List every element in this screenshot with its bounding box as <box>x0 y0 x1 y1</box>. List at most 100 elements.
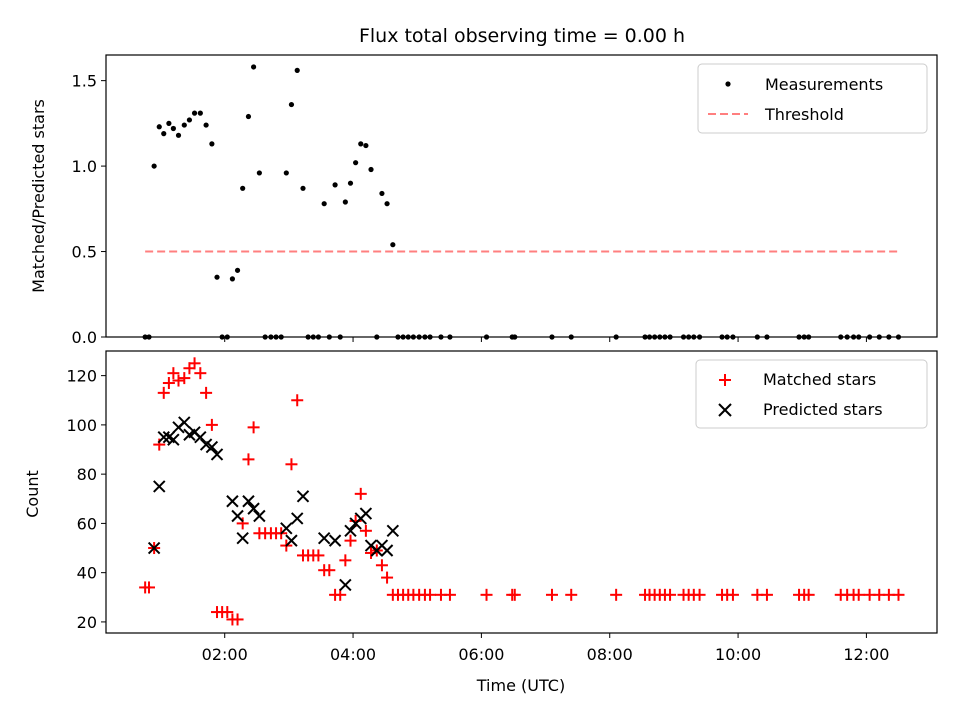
matched-star-marker <box>565 588 578 601</box>
measurement-point <box>156 124 162 130</box>
x-tick-label: 08:00 <box>587 645 633 664</box>
bottom-plot-panel: 20 40 60 80 100 120 02:00 04:00 06:00 08:00 10:00… <box>23 350 938 695</box>
matched-star-marker <box>424 588 437 601</box>
matched-star-marker <box>172 374 185 387</box>
legend-predicted-marker <box>718 403 732 417</box>
measurement-point <box>305 334 311 340</box>
matched-star-marker <box>381 571 394 584</box>
matched-star-marker <box>693 588 706 601</box>
y-tick-label: 120 <box>66 367 97 386</box>
matched-star-marker <box>323 564 336 577</box>
measurement-point <box>405 334 411 340</box>
predicted-star-marker <box>194 430 207 444</box>
bottom-x-axis-label: Time (UTC) <box>476 676 565 695</box>
measurement-point <box>186 117 193 123</box>
measurement-point <box>142 334 148 340</box>
y-tick-label: 80 <box>77 465 97 484</box>
predicted-star-marker <box>205 440 219 454</box>
bottom-legend: Matched stars Predicted stars <box>695 359 928 429</box>
predicted-star-marker <box>167 433 180 446</box>
measurement-point <box>844 334 850 340</box>
measurement-point <box>310 334 316 340</box>
matched-star-marker <box>443 588 456 601</box>
measurement-point <box>363 142 369 149</box>
measurement-point <box>353 160 359 166</box>
measurement-point <box>337 334 343 340</box>
predicted-stars-layer <box>147 416 400 592</box>
matched-star-marker <box>188 357 201 370</box>
measurement-point <box>224 334 230 340</box>
measurement-point <box>283 170 289 176</box>
predicted-star-marker <box>178 416 191 429</box>
legend-threshold-label: Threshold <box>764 105 844 124</box>
measurement-point <box>321 201 327 207</box>
x-tick-label: 10:00 <box>715 645 761 664</box>
bottom-legend-box <box>695 359 928 429</box>
measurement-point <box>646 334 653 340</box>
measurement-point <box>214 274 220 280</box>
top-y-axis-label: Matched/Predicted stars <box>29 99 48 293</box>
bottom-axes-frame <box>105 350 938 634</box>
top-axes-frame <box>105 54 938 338</box>
measurement-point <box>483 334 490 340</box>
measurement-point <box>240 185 246 191</box>
top-x-ticks <box>224 337 867 342</box>
matched-star-marker <box>242 453 255 466</box>
predicted-star-marker <box>380 544 394 557</box>
bottom-y-ticks: 20 40 60 80 100 120 <box>66 367 106 632</box>
legend-matched-label: Matched stars <box>763 370 876 389</box>
legend-matched-marker <box>719 374 731 386</box>
matched-star-marker <box>167 367 180 380</box>
measurement-point <box>379 190 385 197</box>
measurement-point <box>657 334 663 340</box>
legend-measurements-marker <box>725 81 731 87</box>
predicted-star-marker <box>236 531 249 545</box>
predicted-star-marker <box>242 495 255 508</box>
measurement-point <box>262 334 268 340</box>
matched-star-marker <box>892 588 905 601</box>
matched-stars-layer <box>139 357 905 626</box>
measurement-point <box>384 201 390 207</box>
matched-star-marker <box>359 524 372 537</box>
y-tick-label: 1.5 <box>72 72 97 91</box>
measurement-point <box>850 334 857 340</box>
matched-star-marker <box>610 588 623 601</box>
top-y-ticks: 0.0 0.5 1.0 1.5 <box>72 72 106 347</box>
matched-star-marker <box>236 517 249 530</box>
measurement-point <box>806 334 812 340</box>
matched-star-marker <box>247 421 260 434</box>
legend-predicted-label: Predicted stars <box>763 400 883 419</box>
measurement-point <box>250 64 257 70</box>
predicted-star-marker <box>210 448 224 461</box>
matched-star-marker <box>221 606 234 619</box>
predicted-star-marker <box>359 507 373 520</box>
matched-star-marker <box>354 487 367 500</box>
matched-star-marker <box>339 554 352 567</box>
measurement-point <box>796 334 802 340</box>
measurement-point <box>374 334 380 340</box>
matched-star-marker <box>291 394 304 407</box>
measurement-points-layer <box>142 64 902 340</box>
measurement-point <box>294 67 300 73</box>
measurement-point <box>342 199 348 205</box>
bottom-x-ticks: 02:00 04:00 06:00 08:00 10:00 12:00 <box>202 633 889 664</box>
legend-measurements-label: Measurements <box>765 75 883 94</box>
predicted-star-marker <box>291 512 304 525</box>
measurement-point <box>447 334 453 340</box>
measurement-point <box>358 141 364 147</box>
predicted-star-marker <box>147 541 161 555</box>
measurement-point <box>662 334 668 340</box>
measurement-point <box>315 334 322 340</box>
measurement-point <box>256 170 262 176</box>
measurement-point <box>368 166 374 173</box>
measurement-point <box>422 334 428 340</box>
x-tick-label: 02:00 <box>202 645 248 664</box>
predicted-star-marker <box>253 509 266 523</box>
measurement-point <box>730 334 736 340</box>
matched-star-marker <box>480 588 493 601</box>
y-tick-label: 1.0 <box>72 157 97 176</box>
measurement-point <box>181 122 187 128</box>
y-tick-label: 20 <box>77 613 97 632</box>
top-legend: Measurements Threshold <box>697 63 928 134</box>
